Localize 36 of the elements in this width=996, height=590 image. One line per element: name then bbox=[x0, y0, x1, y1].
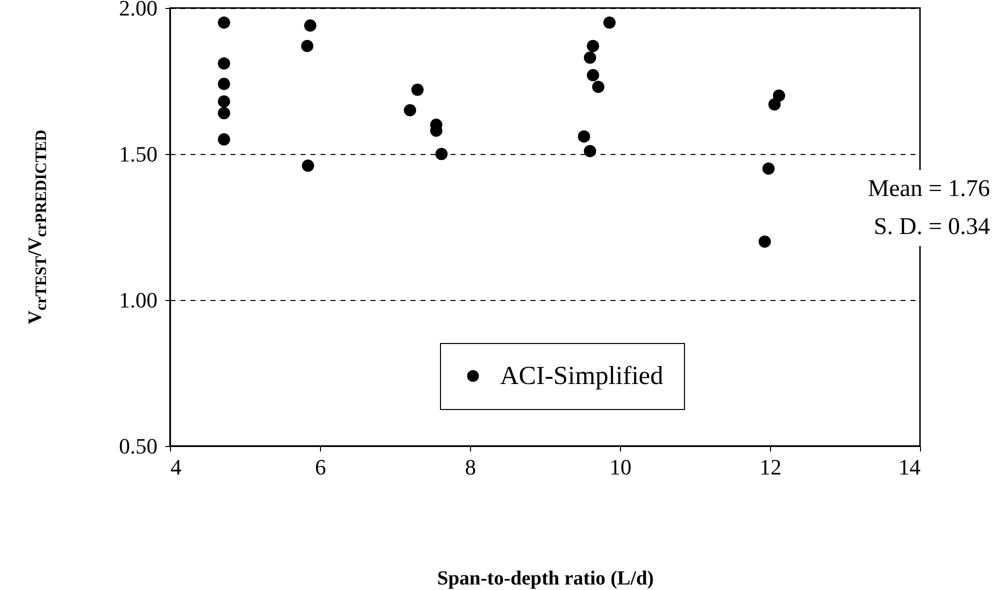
annotation: Mean = 1.76 bbox=[864, 170, 990, 208]
point bbox=[592, 80, 604, 93]
point bbox=[218, 107, 230, 120]
point bbox=[768, 98, 781, 110]
y-tick-label: 0.50 bbox=[119, 434, 158, 458]
point bbox=[411, 84, 424, 96]
point bbox=[218, 57, 230, 70]
point bbox=[218, 16, 230, 29]
x-axis-title: Span-to-depth ratio (L/d) bbox=[437, 568, 654, 590]
x-tick-label: 10 bbox=[610, 454, 632, 480]
x-tick-label: 12 bbox=[760, 454, 782, 480]
point bbox=[603, 16, 616, 29]
point bbox=[578, 130, 590, 143]
x-tick-label: 6 bbox=[315, 454, 326, 480]
point bbox=[218, 78, 230, 90]
annotation: S. D. = 0.34 bbox=[870, 208, 990, 246]
y-tick-label: 2.00 bbox=[119, 0, 158, 20]
point bbox=[218, 95, 230, 108]
point bbox=[218, 133, 230, 146]
point bbox=[584, 144, 596, 158]
point bbox=[584, 52, 596, 64]
point bbox=[404, 104, 416, 116]
y-tick-label: 1.00 bbox=[119, 288, 158, 312]
point bbox=[301, 40, 314, 52]
y-tick-label: 1.50 bbox=[119, 142, 158, 166]
point bbox=[304, 19, 316, 32]
x-tick-label: 14 bbox=[898, 454, 920, 480]
legend-label: ACI-Simplified bbox=[500, 361, 664, 390]
point bbox=[586, 40, 600, 52]
point bbox=[302, 160, 314, 172]
point bbox=[586, 69, 600, 82]
point bbox=[435, 148, 448, 160]
point bbox=[762, 162, 775, 175]
x-tick-label: 8 bbox=[465, 454, 476, 480]
x-tick-label: 4 bbox=[170, 454, 182, 480]
point bbox=[758, 235, 771, 248]
